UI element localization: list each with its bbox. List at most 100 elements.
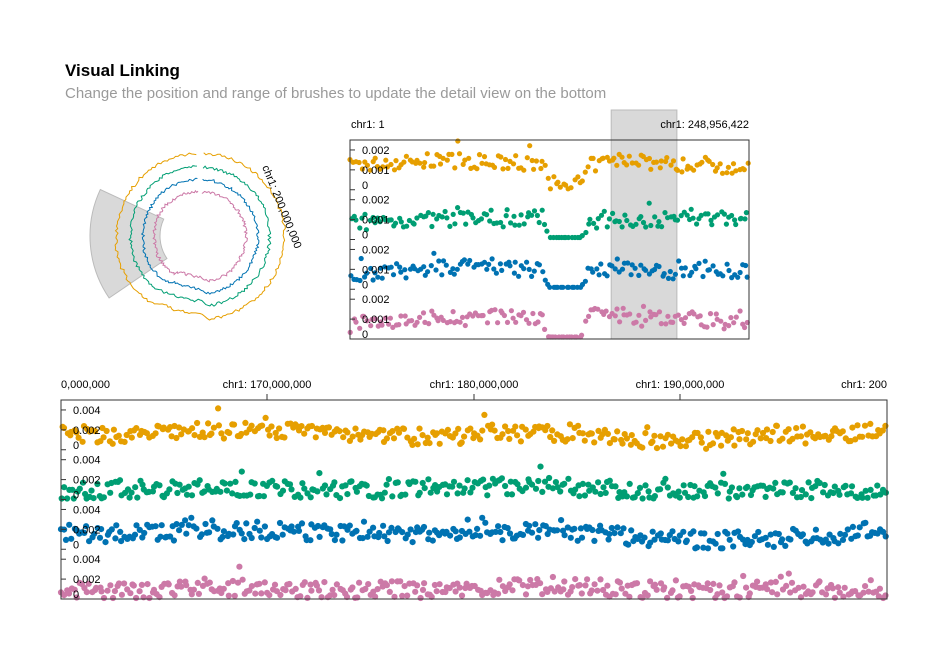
- data-point: [545, 175, 551, 181]
- data-point: [782, 542, 789, 550]
- data-point: [414, 215, 420, 221]
- data-point: [372, 220, 378, 226]
- data-point: [526, 266, 532, 272]
- data-point: [372, 270, 378, 276]
- data-point: [579, 480, 587, 487]
- data-point: [454, 266, 460, 272]
- data-point: [387, 315, 393, 321]
- circular-brush[interactable]: [89, 188, 168, 299]
- data-point: [736, 485, 743, 492]
- data-point: [525, 214, 531, 220]
- data-point: [424, 151, 430, 157]
- data-point: [628, 432, 635, 439]
- data-point: [449, 483, 456, 490]
- data-point: [402, 313, 408, 319]
- data-point: [79, 438, 86, 445]
- data-point: [682, 315, 689, 321]
- data-point: [414, 582, 421, 589]
- data-point: [555, 179, 561, 185]
- data-point: [636, 272, 642, 278]
- data-point: [731, 442, 738, 449]
- data-point: [614, 428, 621, 435]
- data-point: [152, 523, 159, 530]
- data-point: [646, 200, 652, 206]
- data-point: [456, 151, 463, 157]
- data-point: [612, 483, 619, 490]
- data-point: [769, 589, 776, 596]
- data-point: [721, 326, 727, 332]
- data-point: [290, 528, 297, 535]
- data-point: [675, 312, 681, 318]
- data-point: [219, 533, 226, 541]
- linear-overview[interactable]: 0.0020.00100.0020.00100.0020.00100.0020.…: [347, 109, 751, 341]
- data-point: [85, 580, 92, 587]
- data-point: [511, 270, 517, 276]
- data-point: [506, 435, 513, 442]
- data-point: [404, 592, 411, 599]
- data-point: [238, 430, 245, 438]
- data-point: [611, 530, 618, 537]
- data-point: [206, 529, 213, 536]
- data-point: [176, 527, 183, 534]
- detail-tick-1: chr1: 170,000,000: [223, 379, 312, 391]
- data-point: [220, 435, 227, 442]
- data-point: [506, 530, 514, 537]
- data-point: [529, 212, 535, 218]
- data-point: [336, 428, 343, 435]
- data-point: [266, 592, 273, 599]
- data-point: [520, 309, 527, 315]
- data-point: [653, 159, 660, 165]
- data-point: [860, 589, 867, 596]
- data-point: [560, 586, 567, 593]
- data-point: [70, 495, 77, 502]
- data-point: [822, 591, 830, 598]
- data-point: [362, 211, 368, 217]
- data-point: [431, 581, 438, 589]
- data-point: [503, 213, 509, 219]
- detail-view[interactable]: 0.0040.00200.0040.00200.0040.00200.0040.…: [57, 379, 890, 602]
- data-point: [359, 535, 366, 542]
- data-point: [502, 423, 509, 430]
- circular-overview[interactable]: [89, 152, 286, 321]
- data-point: [636, 312, 642, 318]
- data-point: [836, 589, 843, 596]
- data-point: [723, 432, 730, 439]
- data-point: [572, 576, 579, 583]
- data-point: [669, 528, 676, 535]
- data-point: [569, 584, 576, 591]
- data-point: [581, 437, 588, 444]
- data-point: [304, 594, 311, 602]
- data-point: [714, 165, 720, 171]
- data-point: [516, 577, 523, 584]
- data-point: [716, 582, 723, 589]
- data-point: [549, 573, 557, 581]
- data-point: [374, 586, 381, 593]
- data-point: [725, 495, 732, 502]
- data-point: [839, 428, 846, 435]
- data-point: [664, 484, 671, 491]
- data-point: [144, 581, 151, 588]
- data-point: [121, 580, 128, 587]
- overview-tracks: 0.0020.00100.0020.00100.0020.00100.0020.…: [347, 138, 751, 341]
- data-point: [544, 228, 550, 234]
- data-point: [612, 313, 618, 319]
- data-point: [512, 423, 519, 430]
- data-point: [521, 266, 527, 272]
- track-1: 0.002 0.001 0: [349, 189, 750, 242]
- data-point: [532, 485, 540, 492]
- data-point: [579, 178, 585, 184]
- data-point: [591, 537, 598, 545]
- data-point: [348, 478, 355, 485]
- data-point: [639, 444, 646, 451]
- data-point: [460, 210, 466, 216]
- data-point: [583, 229, 589, 236]
- data-point: [81, 529, 88, 537]
- data-point: [436, 581, 443, 588]
- data-point: [628, 272, 634, 278]
- data-point: [537, 463, 544, 470]
- data-point: [694, 429, 701, 437]
- data-point: [492, 307, 498, 313]
- data-point: [484, 266, 490, 272]
- data-point: [62, 536, 70, 544]
- data-point: [500, 224, 506, 230]
